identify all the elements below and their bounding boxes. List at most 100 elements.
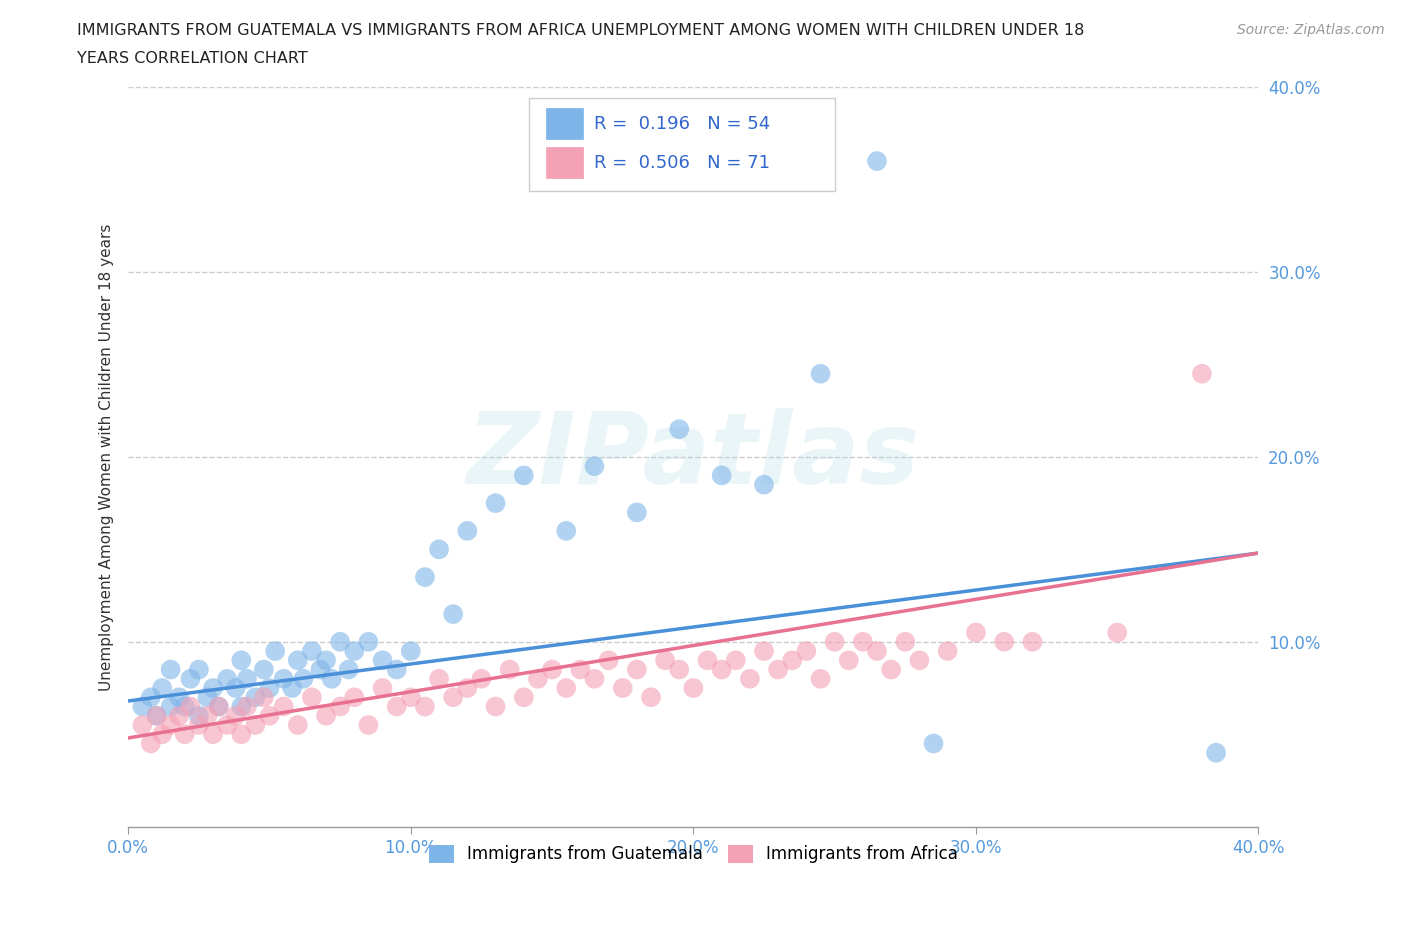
Point: [273, 699, 295, 714]
Point: [173, 699, 195, 714]
Point: [852, 634, 875, 649]
Point: [598, 653, 620, 668]
Point: [202, 681, 225, 696]
Point: [179, 699, 201, 714]
Text: Source: ZipAtlas.com: Source: ZipAtlas.com: [1237, 23, 1385, 37]
Point: [385, 662, 408, 677]
Point: [555, 524, 578, 538]
Point: [838, 653, 860, 668]
Point: [357, 718, 380, 733]
Point: [710, 662, 733, 677]
Point: [245, 718, 267, 733]
Point: [682, 681, 704, 696]
Point: [668, 662, 690, 677]
Point: [329, 699, 352, 714]
Point: [167, 690, 190, 705]
Point: [880, 662, 903, 677]
Point: [1021, 634, 1043, 649]
Text: R =  0.506   N = 71: R = 0.506 N = 71: [593, 153, 770, 172]
Point: [513, 690, 536, 705]
Point: [993, 634, 1015, 649]
Point: [287, 718, 309, 733]
Point: [195, 690, 218, 705]
Point: [908, 653, 931, 668]
Point: [499, 662, 522, 677]
Point: [668, 421, 690, 436]
Point: [217, 671, 239, 686]
Point: [343, 690, 366, 705]
Point: [527, 671, 550, 686]
Point: [264, 644, 287, 658]
Point: [259, 681, 281, 696]
Point: [738, 671, 761, 686]
Point: [187, 709, 209, 724]
Point: [131, 718, 153, 733]
Point: [640, 690, 662, 705]
Point: [626, 505, 648, 520]
Point: [159, 662, 181, 677]
Point: [766, 662, 789, 677]
Point: [1107, 625, 1129, 640]
Point: [413, 570, 436, 585]
Point: [922, 736, 945, 751]
FancyBboxPatch shape: [547, 108, 582, 140]
Point: [824, 634, 846, 649]
Point: [710, 468, 733, 483]
Point: [385, 699, 408, 714]
Point: [371, 653, 394, 668]
Point: [866, 153, 889, 168]
Point: [343, 644, 366, 658]
Point: [195, 709, 218, 724]
Point: [253, 662, 276, 677]
Point: [253, 690, 276, 705]
Point: [936, 644, 959, 658]
Point: [173, 727, 195, 742]
Point: [456, 681, 478, 696]
Point: [371, 681, 394, 696]
Point: [866, 644, 889, 658]
Point: [752, 644, 775, 658]
Point: [225, 681, 247, 696]
Point: [187, 718, 209, 733]
Point: [654, 653, 676, 668]
Point: [236, 671, 259, 686]
Point: [301, 690, 323, 705]
Point: [139, 690, 162, 705]
Text: IMMIGRANTS FROM GUATEMALA VS IMMIGRANTS FROM AFRICA UNEMPLOYMENT AMONG WOMEN WIT: IMMIGRANTS FROM GUATEMALA VS IMMIGRANTS …: [77, 23, 1084, 38]
Y-axis label: Unemployment Among Women with Children Under 18 years: Unemployment Among Women with Children U…: [100, 223, 114, 691]
Point: [337, 662, 360, 677]
Point: [159, 718, 181, 733]
Text: R =  0.196   N = 54: R = 0.196 N = 54: [593, 114, 770, 133]
Point: [696, 653, 718, 668]
Point: [796, 644, 818, 658]
Point: [810, 366, 832, 381]
Point: [139, 736, 162, 751]
Point: [470, 671, 492, 686]
Point: [541, 662, 564, 677]
Point: [441, 690, 464, 705]
Point: [150, 681, 173, 696]
Point: [150, 727, 173, 742]
Point: [202, 727, 225, 742]
Point: [583, 671, 606, 686]
Point: [780, 653, 803, 668]
Point: [231, 653, 253, 668]
Point: [187, 662, 209, 677]
Point: [315, 653, 337, 668]
Point: [456, 524, 478, 538]
Point: [724, 653, 747, 668]
Point: [281, 681, 304, 696]
Point: [965, 625, 987, 640]
Point: [1191, 366, 1213, 381]
Point: [484, 496, 506, 511]
Point: [225, 709, 247, 724]
Point: [273, 671, 295, 686]
Point: [399, 644, 422, 658]
Point: [894, 634, 917, 649]
Point: [159, 699, 181, 714]
Point: [357, 634, 380, 649]
Point: [427, 671, 450, 686]
Point: [245, 690, 267, 705]
Point: [555, 681, 578, 696]
Point: [217, 718, 239, 733]
